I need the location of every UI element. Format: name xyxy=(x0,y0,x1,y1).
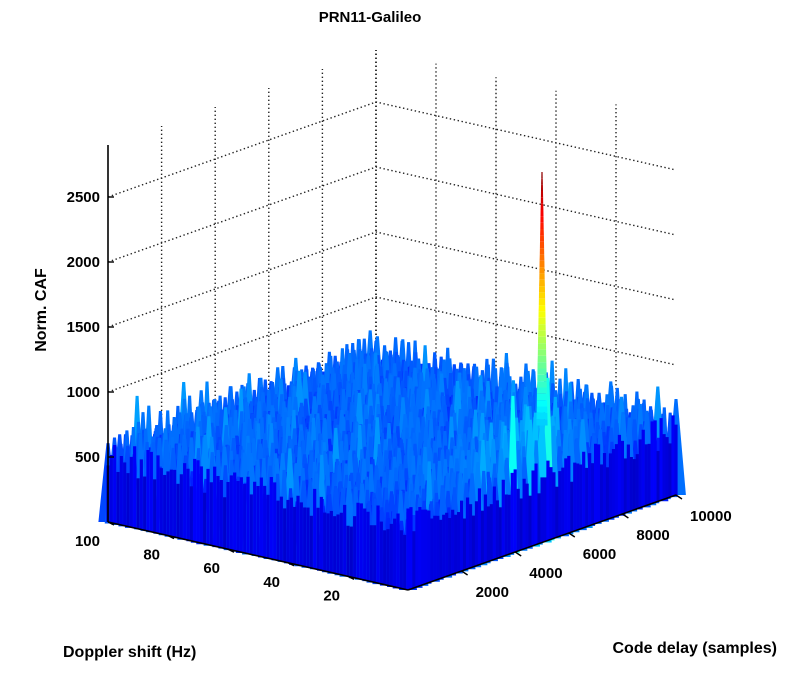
axes xyxy=(107,145,677,591)
y-tick-mark xyxy=(461,570,468,576)
y-tick-mark xyxy=(675,494,683,500)
peak-segment xyxy=(540,210,544,217)
peak-segment xyxy=(540,191,544,198)
y-axis-label: Code delay (samples) xyxy=(613,640,778,657)
peak-segment xyxy=(538,330,546,337)
tick-labels: 500 1000 1500 2000 2500 20 40 60 80 100 2000 4000 60… xyxy=(67,189,732,604)
peak-segment xyxy=(537,368,547,375)
y-tick-label: 4000 xyxy=(529,565,562,582)
peak-segment xyxy=(537,387,547,394)
peak-segment xyxy=(539,241,545,249)
z-tick-label: 2000 xyxy=(67,254,100,271)
peak-segment xyxy=(536,393,548,401)
peak-segment xyxy=(536,419,548,426)
x-tick-mark xyxy=(107,521,115,526)
grid-line xyxy=(107,166,677,263)
peak-segment xyxy=(537,362,547,369)
peak-segment xyxy=(538,305,546,312)
y-tick-mark xyxy=(622,513,629,519)
y-tick-mark xyxy=(568,532,576,538)
peak-segment xyxy=(537,355,547,363)
x-tick-mark xyxy=(167,534,175,540)
y-tick-mark xyxy=(514,551,522,557)
peak-segment xyxy=(539,279,545,287)
x-tick-mark xyxy=(287,562,295,567)
surface-plot xyxy=(98,172,686,590)
y-tick-label: 8000 xyxy=(636,527,669,544)
grid-line xyxy=(107,101,677,198)
grid-line xyxy=(107,296,677,393)
peak-segment xyxy=(539,248,545,255)
grid-line xyxy=(107,231,677,328)
y-tick-label: 10000 xyxy=(690,508,732,525)
y-tick-label: 2000 xyxy=(476,584,509,601)
x-tick-label: 20 xyxy=(323,587,340,604)
peak-segment xyxy=(538,336,546,344)
peak-segment xyxy=(540,222,544,229)
peak-segment xyxy=(538,311,546,318)
peak-segment xyxy=(539,254,545,261)
peak-segment xyxy=(539,286,545,293)
peak-segment xyxy=(539,273,545,280)
x-axis-label: Doppler shift (Hz) xyxy=(63,644,196,661)
peak-segment xyxy=(537,381,547,388)
z-tick-label: 1000 xyxy=(67,384,100,401)
peak-segment xyxy=(541,184,543,191)
peak-segment xyxy=(538,324,546,331)
x-tick-label: 100 xyxy=(75,533,100,550)
peak-segment xyxy=(537,349,547,356)
y-axis-line xyxy=(407,494,677,591)
peak-segment xyxy=(539,260,545,268)
peak-segment xyxy=(536,400,548,407)
x-tick-label: 40 xyxy=(263,574,280,591)
peak-segment xyxy=(541,178,543,185)
x-axis-line xyxy=(107,521,409,591)
peak-segment xyxy=(538,317,546,325)
z-tick-label: 2500 xyxy=(67,189,100,206)
z-tick-label: 1500 xyxy=(67,319,100,336)
peak-segment xyxy=(537,343,547,350)
z-tick-label: 500 xyxy=(75,449,100,466)
y-tick-label: 6000 xyxy=(583,546,616,563)
z-axis-label: Norm. CAF xyxy=(33,268,50,352)
peak-segment xyxy=(536,412,548,420)
peak-segment xyxy=(540,197,544,204)
peak-segment xyxy=(540,203,544,210)
x-tick-mark xyxy=(227,548,235,553)
x-tick-label: 80 xyxy=(143,547,160,564)
x-tick-mark xyxy=(347,575,355,581)
peak-segment xyxy=(541,172,543,179)
peak-segment xyxy=(539,267,545,274)
peak-segment xyxy=(538,292,546,299)
peak-segment xyxy=(538,298,546,306)
grid-lines xyxy=(107,50,677,503)
peak-segment xyxy=(537,374,547,382)
peak-segment xyxy=(540,216,544,223)
peak-segment xyxy=(540,229,544,236)
chart-title: PRN11-Galileo xyxy=(319,9,422,26)
peak-segment xyxy=(540,235,544,242)
x-tick-label: 60 xyxy=(203,560,220,577)
peak-segment xyxy=(536,406,548,413)
